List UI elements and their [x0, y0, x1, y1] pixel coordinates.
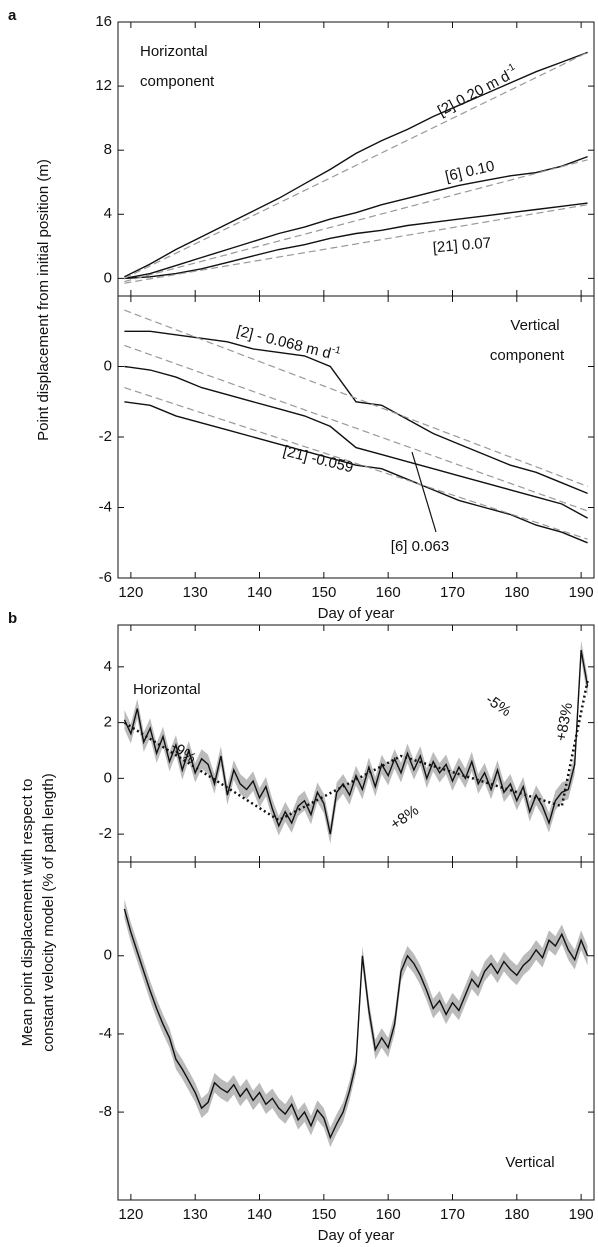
y-axis-label: constant velocity model (% of path lengt…: [40, 773, 57, 1051]
y-tick-label: -6: [99, 569, 112, 586]
fit-line: [123, 680, 589, 822]
x-tick-label: 170: [440, 584, 465, 601]
y-tick-label: 0: [104, 269, 112, 286]
data-line: [124, 155, 588, 280]
fit-line: [124, 387, 588, 540]
panel-label: a: [8, 7, 17, 24]
x-tick-label: 130: [183, 584, 208, 601]
x-tick-label: 130: [183, 1206, 208, 1223]
data-line: [124, 365, 588, 519]
annotation: [21] -0.059: [281, 443, 355, 477]
plot-frame: [117, 21, 595, 297]
annotation: +8%: [387, 802, 422, 833]
panel-label: b: [8, 610, 17, 627]
x-tick-label: 160: [376, 1206, 401, 1223]
data-line: [123, 649, 589, 835]
y-tick-label: -2: [99, 428, 112, 445]
fit-line: [124, 344, 588, 512]
plot-frame: [117, 295, 595, 579]
fit-line: [124, 159, 588, 283]
y-tick-label: -4: [99, 1025, 112, 1042]
annotation: Horizontal: [140, 43, 208, 60]
y-axis-label: Mean point displacement with respect to: [19, 779, 36, 1047]
y-tick-label: 0: [104, 947, 112, 964]
annotation-superscript: -1: [331, 344, 343, 357]
annotation-text: [2] 0.20 m d: [435, 68, 513, 120]
y-tick-label: -8: [99, 1103, 112, 1120]
x-tick-label: 190: [569, 584, 594, 601]
annotation: Vertical: [505, 1154, 554, 1171]
data-line: [124, 330, 588, 495]
annotation: +83%: [553, 701, 576, 742]
x-tick-label: 190: [569, 1206, 594, 1223]
annotation-arrow: [411, 451, 437, 533]
data-line: [123, 908, 589, 1140]
x-axis-label: Day of year: [318, 605, 395, 622]
data-line: [124, 51, 588, 278]
annotation: [21] 0.07: [432, 234, 492, 256]
annotation: Horizontal: [133, 681, 201, 698]
x-tick-label: 120: [118, 1206, 143, 1223]
fit-line: [124, 204, 588, 284]
annotation: -5%: [482, 691, 514, 720]
y-tick-label: 16: [95, 13, 112, 30]
x-tick-label: 150: [311, 1206, 336, 1223]
x-tick-label: 120: [118, 584, 143, 601]
y-axis-label: Point displacement from initial position…: [35, 159, 52, 441]
x-tick-label: 180: [504, 1206, 529, 1223]
annotation: component: [140, 73, 215, 90]
y-tick-label: -4: [99, 498, 112, 515]
annotation: Vertical: [510, 317, 559, 334]
y-tick-label: 2: [104, 714, 112, 731]
annotation-text: [2] - 0.068 m d: [235, 322, 333, 362]
x-tick-label: 150: [311, 584, 336, 601]
error-band: [124, 640, 588, 844]
annotation: [2] 0.20 m d-1: [434, 61, 521, 120]
x-tick-label: 170: [440, 1206, 465, 1223]
data-line: [124, 401, 588, 544]
y-tick-label: -2: [99, 825, 112, 842]
y-tick-label: 4: [104, 658, 112, 675]
y-tick-label: 4: [104, 205, 112, 222]
y-tick-label: 0: [104, 357, 112, 374]
x-tick-label: 180: [504, 584, 529, 601]
annotation: [6] 0.10: [444, 158, 497, 186]
annotation: component: [490, 347, 565, 364]
y-tick-label: 8: [104, 141, 112, 158]
annotation: [6] 0.063: [391, 538, 449, 555]
x-axis-label: Day of year: [318, 1227, 395, 1244]
y-tick-label: 0: [104, 769, 112, 786]
y-tick-label: 12: [95, 77, 112, 94]
error-band: [124, 899, 588, 1148]
x-tick-label: 140: [247, 1206, 272, 1223]
fit-line: [124, 309, 588, 487]
plot-frame: [117, 861, 595, 1201]
x-tick-label: 140: [247, 584, 272, 601]
data-line: [124, 202, 588, 280]
x-tick-label: 160: [376, 584, 401, 601]
fit-line: [124, 51, 588, 279]
